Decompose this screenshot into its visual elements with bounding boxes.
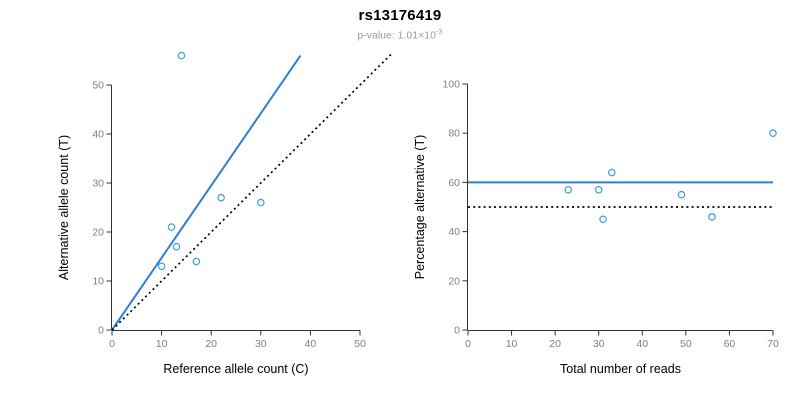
allele-count-scatter-plot: 0 10 20 30 40 50 0 10 20 30 40 50 Reference allele c… [57, 51, 393, 376]
y-axis-title: Alternative allele count (T) [57, 135, 71, 280]
identity-line [111, 52, 393, 331]
data-point [256, 198, 265, 207]
data-point [157, 262, 166, 271]
data-point [708, 213, 716, 221]
y-tick-label: 40 [92, 129, 104, 141]
chart-title: rs13176419 [358, 7, 442, 24]
percentage-reads-scatter-plot: 0 10 20 30 40 50 60 70 0 20 40 60 80 100 Total number … [413, 79, 779, 377]
y-tick-label: 0 [454, 325, 460, 337]
x-tick-label: 10 [506, 338, 518, 350]
data-point [177, 51, 186, 60]
data-point [192, 257, 201, 266]
x-tick-label: 40 [305, 338, 317, 350]
y-tick-label: 0 [98, 325, 104, 337]
pvalue-text: p-value: 1.01×10 [357, 29, 436, 42]
data-point [167, 223, 176, 231]
pvalue-exponent: -3 [435, 27, 443, 36]
x-tick-label: 40 [636, 338, 648, 350]
y-axis-title: Percentage alternative (T) [413, 135, 427, 280]
x-tick-label: 0 [465, 338, 471, 350]
data-point [599, 215, 607, 224]
pvalue-subtitle: p-value: 1.01×10-3 [0, 27, 800, 42]
x-tick-label: 20 [205, 338, 217, 350]
x-tick-label: 10 [156, 338, 168, 350]
y-tick-label: 20 [92, 227, 104, 239]
y-tick-label: 50 [92, 80, 104, 92]
data-point [677, 190, 686, 199]
y-tick-label: 20 [448, 275, 460, 287]
data-point [607, 168, 616, 177]
x-axis-title: Total number of reads [560, 362, 681, 376]
data-point [172, 242, 181, 251]
chart-header: rs13176419 p-value: 1.01×10-3 [0, 7, 800, 42]
y-tick-label: 30 [92, 178, 104, 190]
data-point [769, 129, 777, 138]
x-tick-label: 30 [593, 338, 605, 350]
x-tick-label: 30 [255, 338, 267, 350]
fit-line [111, 55, 302, 331]
x-tick-label: 0 [109, 338, 115, 350]
y-tick-label: 60 [448, 177, 460, 189]
x-tick-label: 50 [680, 338, 692, 350]
y-tick-label: 40 [448, 226, 460, 238]
x-tick-label: 20 [549, 338, 561, 350]
data-point [594, 185, 603, 194]
data-point [564, 185, 573, 194]
y-tick-label: 80 [448, 128, 460, 140]
x-axis-title: Reference allele count (C) [163, 362, 308, 376]
x-tick-label: 70 [767, 338, 779, 350]
y-tick-label: 100 [442, 79, 460, 91]
data-point [217, 193, 225, 202]
y-tick-label: 10 [92, 276, 104, 288]
x-tick-label: 50 [354, 338, 366, 350]
x-tick-label: 60 [724, 338, 736, 350]
